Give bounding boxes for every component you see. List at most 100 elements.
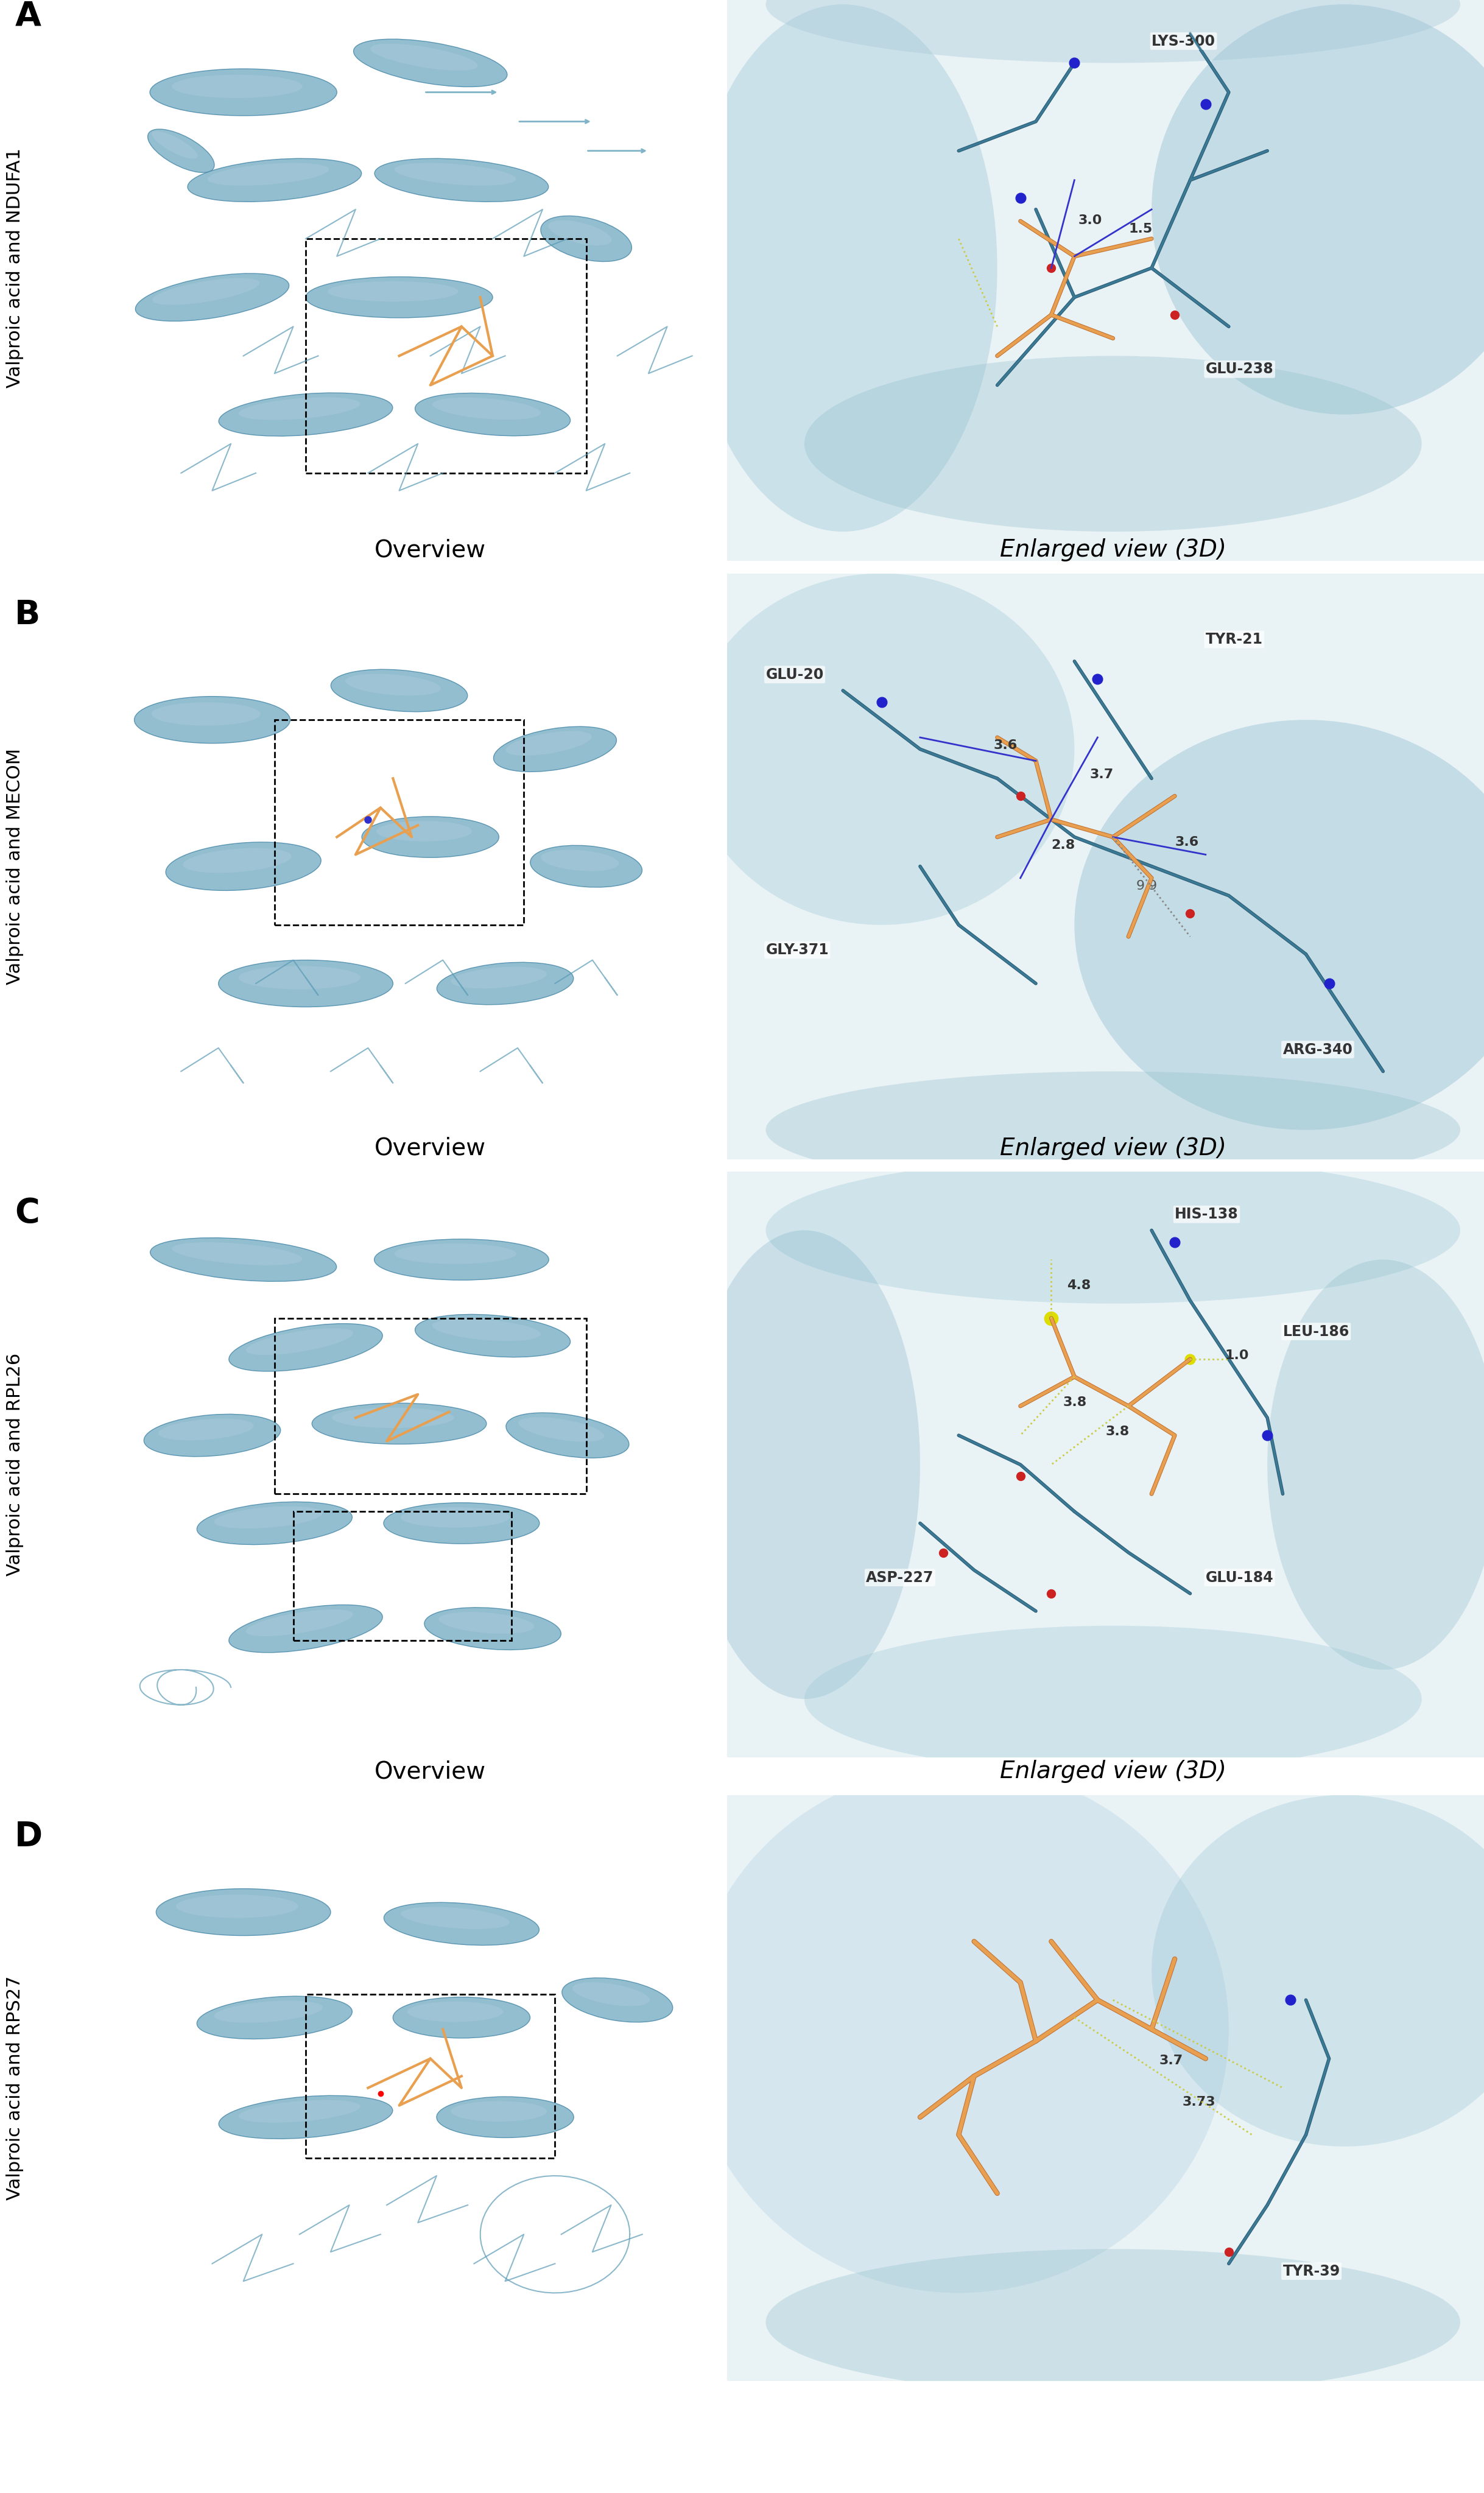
Ellipse shape bbox=[229, 1324, 383, 1371]
Text: TYR-21: TYR-21 bbox=[1205, 633, 1263, 646]
Ellipse shape bbox=[172, 1242, 303, 1266]
Ellipse shape bbox=[150, 1237, 337, 1281]
Text: Overview: Overview bbox=[374, 538, 487, 561]
Text: GLY-371: GLY-371 bbox=[766, 942, 830, 957]
Ellipse shape bbox=[374, 160, 549, 202]
Ellipse shape bbox=[239, 2099, 361, 2122]
Ellipse shape bbox=[159, 1419, 254, 1441]
Ellipse shape bbox=[331, 671, 467, 711]
Ellipse shape bbox=[246, 1329, 353, 1356]
Ellipse shape bbox=[332, 1409, 454, 1428]
Ellipse shape bbox=[306, 277, 493, 317]
Ellipse shape bbox=[395, 162, 516, 184]
Ellipse shape bbox=[766, 1072, 1460, 1189]
Ellipse shape bbox=[1152, 5, 1484, 414]
Ellipse shape bbox=[239, 396, 361, 419]
Text: 9.9: 9.9 bbox=[1137, 880, 1158, 892]
Ellipse shape bbox=[518, 1416, 604, 1441]
Ellipse shape bbox=[432, 396, 540, 419]
Text: 2.8: 2.8 bbox=[1051, 840, 1076, 850]
Text: 3.6: 3.6 bbox=[1175, 835, 1199, 848]
Ellipse shape bbox=[148, 130, 214, 172]
Ellipse shape bbox=[151, 703, 261, 725]
Text: 3.8: 3.8 bbox=[1106, 1426, 1129, 1438]
Ellipse shape bbox=[766, 2249, 1460, 2396]
Ellipse shape bbox=[804, 1625, 1422, 1773]
Ellipse shape bbox=[197, 1501, 352, 1546]
Ellipse shape bbox=[353, 40, 508, 87]
Ellipse shape bbox=[451, 2102, 548, 2122]
Text: 3.7: 3.7 bbox=[1089, 768, 1114, 780]
Ellipse shape bbox=[150, 70, 337, 115]
Ellipse shape bbox=[197, 1997, 352, 2039]
Text: 3.6: 3.6 bbox=[993, 740, 1018, 750]
Text: 1.0: 1.0 bbox=[1224, 1349, 1250, 1361]
Text: 3.73: 3.73 bbox=[1183, 2097, 1215, 2109]
Ellipse shape bbox=[229, 1605, 383, 1653]
Text: LYS-300: LYS-300 bbox=[1152, 35, 1215, 47]
Ellipse shape bbox=[328, 282, 459, 302]
Ellipse shape bbox=[218, 960, 393, 1007]
Text: ARG-340: ARG-340 bbox=[1282, 1042, 1353, 1057]
Ellipse shape bbox=[416, 394, 570, 436]
Ellipse shape bbox=[451, 967, 546, 990]
Ellipse shape bbox=[383, 1503, 540, 1543]
Ellipse shape bbox=[172, 75, 303, 97]
Ellipse shape bbox=[156, 1890, 331, 1935]
Text: 1.5: 1.5 bbox=[1128, 222, 1153, 234]
Ellipse shape bbox=[766, 0, 1460, 62]
Text: 3.8: 3.8 bbox=[1063, 1396, 1086, 1409]
Text: Enlarged view (3D): Enlarged view (3D) bbox=[1000, 1760, 1226, 1782]
Ellipse shape bbox=[540, 217, 632, 262]
Ellipse shape bbox=[239, 965, 361, 990]
Text: GLU-238: GLU-238 bbox=[1205, 361, 1273, 376]
Ellipse shape bbox=[689, 1229, 920, 1700]
Ellipse shape bbox=[439, 1613, 534, 1633]
Ellipse shape bbox=[375, 820, 472, 843]
Text: A: A bbox=[15, 0, 42, 32]
Text: Valproic acid and RPS27: Valproic acid and RPS27 bbox=[6, 1974, 24, 2201]
Ellipse shape bbox=[166, 843, 321, 890]
Ellipse shape bbox=[416, 1314, 570, 1356]
Ellipse shape bbox=[214, 1999, 322, 2022]
Ellipse shape bbox=[187, 160, 362, 202]
Text: Valproic acid and RPL26: Valproic acid and RPL26 bbox=[6, 1354, 24, 1576]
Ellipse shape bbox=[530, 845, 643, 888]
Text: Overview: Overview bbox=[374, 1137, 487, 1159]
Ellipse shape bbox=[153, 279, 260, 304]
Text: 4.8: 4.8 bbox=[1067, 1279, 1091, 1291]
Ellipse shape bbox=[689, 573, 1074, 925]
Ellipse shape bbox=[135, 274, 289, 322]
Text: LEU-186: LEU-186 bbox=[1282, 1324, 1349, 1339]
Ellipse shape bbox=[151, 132, 197, 160]
Ellipse shape bbox=[401, 1508, 510, 1528]
Text: Enlarged view (3D): Enlarged view (3D) bbox=[1000, 1137, 1226, 1159]
Ellipse shape bbox=[371, 45, 478, 70]
Text: C: C bbox=[15, 1197, 40, 1229]
Ellipse shape bbox=[407, 2002, 503, 2022]
Ellipse shape bbox=[246, 1610, 353, 1635]
Ellipse shape bbox=[218, 394, 393, 436]
Ellipse shape bbox=[214, 1506, 322, 1528]
Ellipse shape bbox=[506, 730, 592, 755]
Text: B: B bbox=[15, 598, 40, 631]
Text: 3.7: 3.7 bbox=[1159, 2054, 1183, 2067]
Ellipse shape bbox=[506, 1414, 629, 1458]
Ellipse shape bbox=[401, 1907, 509, 1930]
Ellipse shape bbox=[374, 1239, 549, 1279]
Ellipse shape bbox=[548, 219, 611, 244]
Ellipse shape bbox=[312, 1404, 487, 1443]
Ellipse shape bbox=[689, 1765, 1229, 2294]
Text: Valproic acid and MECOM: Valproic acid and MECOM bbox=[6, 748, 24, 985]
Text: GLU-184: GLU-184 bbox=[1205, 1571, 1273, 1586]
Ellipse shape bbox=[562, 1977, 672, 2022]
Ellipse shape bbox=[218, 2097, 393, 2139]
Ellipse shape bbox=[177, 1895, 298, 1917]
Text: D: D bbox=[15, 1820, 43, 1852]
Ellipse shape bbox=[689, 5, 997, 531]
Ellipse shape bbox=[384, 1902, 539, 1945]
Ellipse shape bbox=[183, 848, 291, 873]
Ellipse shape bbox=[573, 1982, 650, 2007]
Ellipse shape bbox=[144, 1414, 280, 1456]
Ellipse shape bbox=[436, 962, 573, 1005]
